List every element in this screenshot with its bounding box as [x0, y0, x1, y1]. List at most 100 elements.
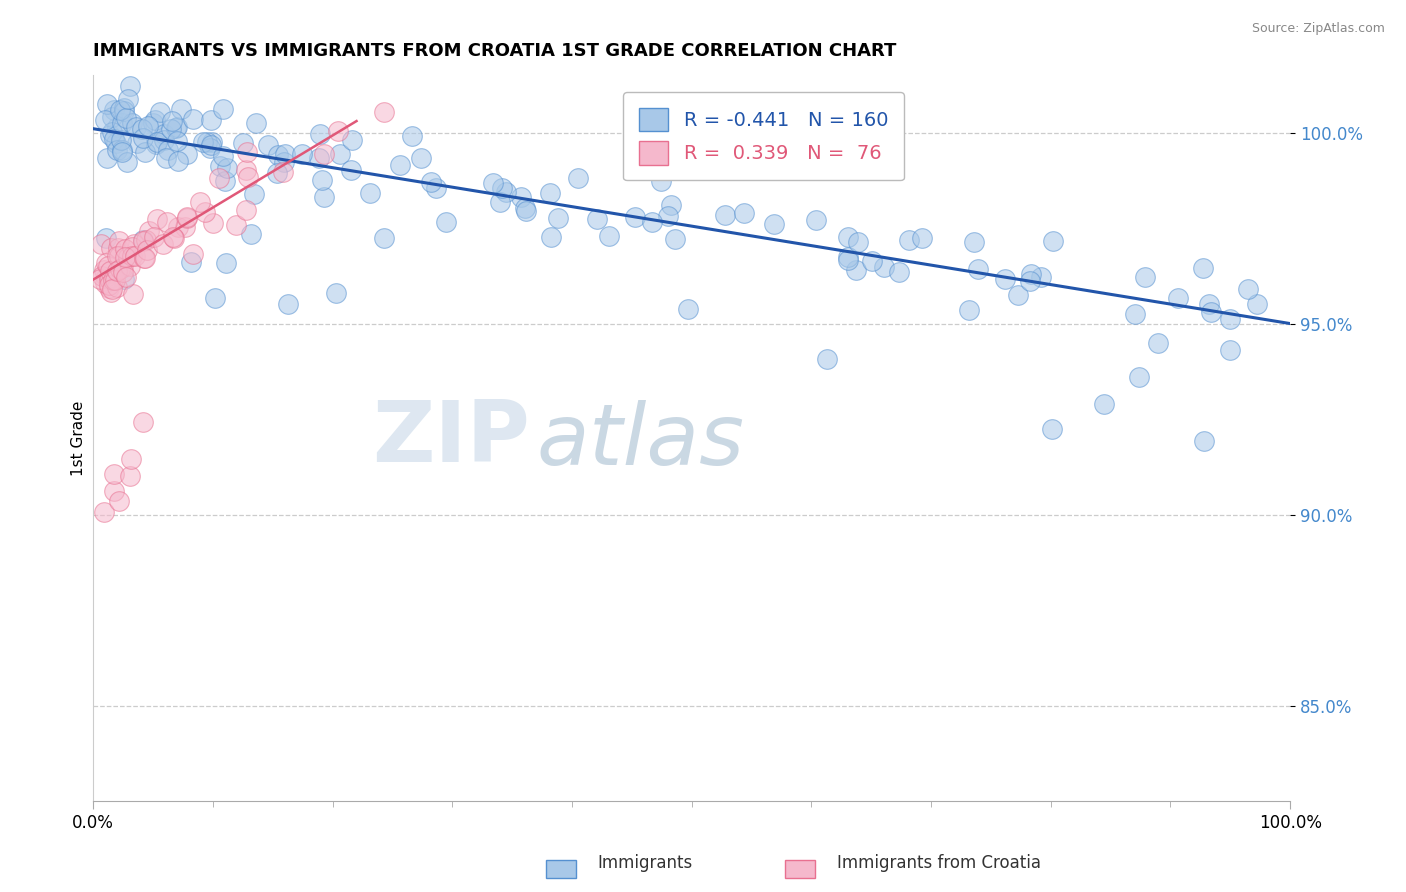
- Point: [598, 229, 620, 244]
- Point: [94, 113, 117, 128]
- Point: [110, 103, 132, 117]
- Point: [657, 209, 679, 223]
- Point: [89, 272, 111, 286]
- Point: [311, 173, 333, 187]
- Point: [100, 241, 122, 255]
- Point: [136, 243, 159, 257]
- Point: [1219, 312, 1241, 326]
- Point: [245, 116, 267, 130]
- Point: [153, 133, 176, 147]
- Point: [373, 104, 395, 119]
- Point: [134, 251, 156, 265]
- Point: [105, 264, 128, 278]
- Text: Immigrants from Croatia: Immigrants from Croatia: [837, 855, 1040, 872]
- Point: [166, 220, 188, 235]
- Point: [312, 190, 335, 204]
- Point: [212, 102, 235, 116]
- Point: [132, 415, 155, 429]
- Point: [101, 111, 124, 125]
- Point: [125, 136, 148, 151]
- Point: [138, 119, 160, 133]
- Point: [132, 233, 155, 247]
- Point: [101, 282, 124, 296]
- Point: [401, 128, 423, 143]
- Point: [114, 242, 136, 256]
- Point: [146, 135, 169, 149]
- Point: [425, 181, 447, 195]
- Point: [208, 171, 231, 186]
- Point: [112, 103, 135, 118]
- Point: [111, 145, 134, 159]
- Point: [214, 174, 236, 188]
- Point: [121, 116, 143, 130]
- Point: [1040, 421, 1063, 435]
- Point: [112, 272, 135, 286]
- Point: [887, 265, 910, 279]
- Point: [103, 132, 125, 146]
- Point: [124, 250, 146, 264]
- Point: [162, 114, 184, 128]
- Point: [93, 505, 115, 519]
- Point: [308, 151, 330, 165]
- Point: [181, 246, 204, 260]
- Point: [170, 103, 193, 117]
- Point: [142, 116, 165, 130]
- Point: [1092, 397, 1115, 411]
- Y-axis label: 1st Grade: 1st Grade: [72, 401, 86, 476]
- Point: [837, 229, 859, 244]
- Point: [898, 233, 921, 247]
- Point: [215, 161, 238, 175]
- Point: [804, 213, 827, 227]
- Point: [105, 250, 128, 264]
- Point: [1191, 260, 1213, 275]
- Point: [815, 352, 838, 367]
- Point: [271, 165, 294, 179]
- Text: IMMIGRANTS VS IMMIGRANTS FROM CROATIA 1ST GRADE CORRELATION CHART: IMMIGRANTS VS IMMIGRANTS FROM CROATIA 1S…: [93, 42, 897, 60]
- Point: [156, 215, 179, 229]
- Point: [166, 135, 188, 149]
- Point: [240, 227, 263, 241]
- Point: [101, 125, 124, 139]
- Point: [200, 141, 222, 155]
- Point: [373, 231, 395, 245]
- Point: [1167, 291, 1189, 305]
- Point: [540, 186, 562, 200]
- Point: [98, 281, 121, 295]
- Point: [845, 263, 868, 277]
- Point: [201, 135, 224, 149]
- Text: ZIP: ZIP: [373, 397, 530, 480]
- Point: [105, 120, 128, 134]
- Point: [585, 212, 607, 227]
- Point: [650, 174, 672, 188]
- Point: [1237, 282, 1260, 296]
- Point: [340, 162, 363, 177]
- Point: [122, 236, 145, 251]
- Point: [1042, 235, 1064, 249]
- Point: [111, 260, 134, 275]
- Point: [1192, 434, 1215, 448]
- Point: [94, 277, 117, 291]
- Point: [96, 269, 118, 284]
- Point: [509, 190, 531, 204]
- Point: [911, 230, 934, 244]
- Point: [117, 250, 139, 264]
- Point: [194, 205, 217, 219]
- Point: [1199, 305, 1222, 319]
- Point: [232, 136, 254, 150]
- Point: [94, 256, 117, 270]
- Point: [1029, 269, 1052, 284]
- Point: [176, 211, 198, 225]
- Point: [733, 205, 755, 219]
- Point: [1007, 288, 1029, 302]
- Point: [121, 249, 143, 263]
- Point: [235, 203, 257, 218]
- Point: [193, 135, 215, 149]
- Point: [165, 120, 187, 135]
- Point: [515, 204, 537, 219]
- Point: [482, 176, 505, 190]
- Point: [957, 303, 980, 318]
- Point: [97, 259, 120, 273]
- Point: [138, 223, 160, 237]
- FancyBboxPatch shape: [785, 860, 815, 878]
- Point: [94, 231, 117, 245]
